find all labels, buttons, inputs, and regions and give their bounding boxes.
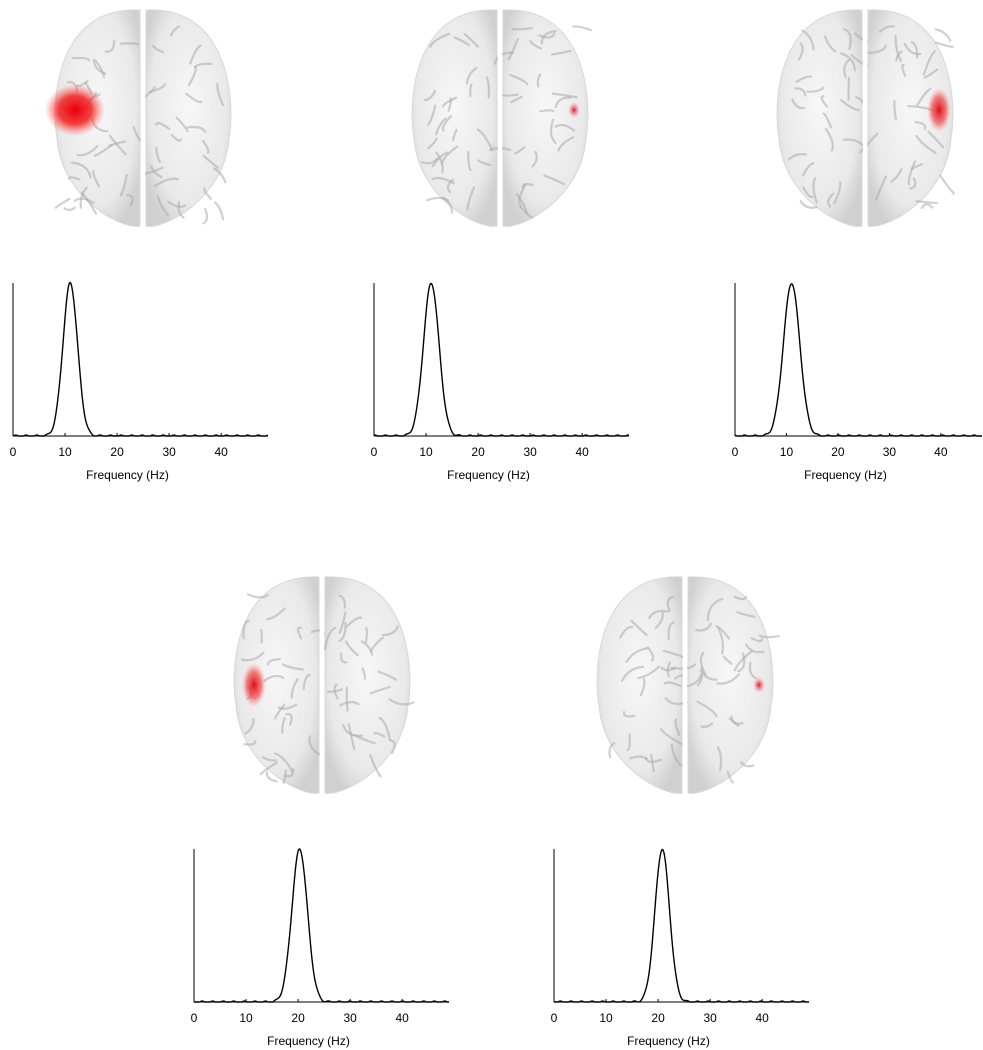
x-tick-label: 0: [371, 445, 378, 459]
spectrum-plot: 0 10 20 30 40 Frequency (Hz): [371, 282, 630, 482]
spectrum-line: [734, 283, 982, 437]
brain-map: [596, 576, 780, 794]
spectrum-line: [554, 848, 809, 1003]
x-tick-label: 20: [110, 445, 124, 459]
spectrum-line: [193, 848, 449, 1003]
x-tick-label: 40: [934, 445, 948, 459]
x-tick-label: 30: [703, 1011, 717, 1025]
x-tick-label: 10: [239, 1011, 253, 1025]
brain-map: [45, 9, 232, 227]
x-tick-label: 40: [214, 445, 228, 459]
x-tick-label: 0: [10, 445, 17, 459]
x-tick-label: 10: [780, 445, 794, 459]
brain-hemisphere-left: [776, 9, 878, 227]
x-tick-label: 30: [883, 445, 897, 459]
x-tick-label: 20: [831, 445, 845, 459]
brain-hemisphere-right: [859, 9, 956, 227]
brain-map: [233, 576, 415, 794]
x-tick-label: 30: [523, 445, 537, 459]
activation-region: [242, 663, 266, 707]
spectrum-plot: 0 10 20 30 40 Frequency (Hz): [191, 848, 449, 1048]
x-tick-label: 0: [732, 445, 739, 459]
spectrum-plot: 0 10 20 30 40 Frequency (Hz): [551, 848, 809, 1048]
x-tick-label: 40: [395, 1011, 409, 1025]
x-axis-label: Frequency (Hz): [267, 1034, 350, 1048]
brain-hemisphere-right: [142, 9, 232, 227]
activation-region: [753, 677, 765, 693]
x-tick-label: 40: [575, 445, 589, 459]
x-tick-label: 10: [599, 1011, 613, 1025]
x-tick-label: 10: [419, 445, 433, 459]
spectrum-plot: 0 10 20 30 40 Frequency (Hz): [732, 283, 982, 482]
brain-hemisphere-left: [411, 9, 498, 227]
x-tick-label: 0: [551, 1011, 558, 1025]
x-axis-label: Frequency (Hz): [447, 468, 530, 482]
brain-map: [411, 9, 592, 227]
activation-region: [45, 84, 105, 136]
x-tick-label: 0: [191, 1011, 198, 1025]
x-axis-label: Frequency (Hz): [804, 468, 887, 482]
brain-maps: [45, 9, 956, 794]
brain-hemisphere-left: [596, 576, 688, 794]
x-tick-label: 20: [471, 445, 485, 459]
spectrum-plots: 0 10 20 30 40 Frequency (Hz) 0 10 20 30 40 Frequenc…: [10, 281, 982, 1048]
x-tick-label: 40: [755, 1011, 769, 1025]
x-tick-label: 10: [58, 445, 72, 459]
spectrum-line: [12, 281, 269, 437]
x-tick-label: 30: [343, 1011, 357, 1025]
brain-hemisphere-right: [323, 576, 415, 794]
activation-region: [568, 102, 580, 118]
x-tick-label: 30: [162, 445, 176, 459]
brain-hemisphere-left: [233, 576, 328, 794]
x-axis-label: Frequency (Hz): [627, 1034, 710, 1048]
x-tick-label: 20: [291, 1011, 305, 1025]
brain-hemisphere-right: [670, 576, 780, 794]
activation-region: [927, 88, 951, 132]
x-axis-label: Frequency (Hz): [86, 468, 169, 482]
x-tick-label: 20: [651, 1011, 665, 1025]
brain-hemisphere-right: [489, 9, 592, 227]
spectrum-line: [373, 282, 630, 437]
brain-map: [776, 9, 956, 227]
spectrum-plot: 0 10 20 30 40 Frequency (Hz): [10, 281, 269, 482]
